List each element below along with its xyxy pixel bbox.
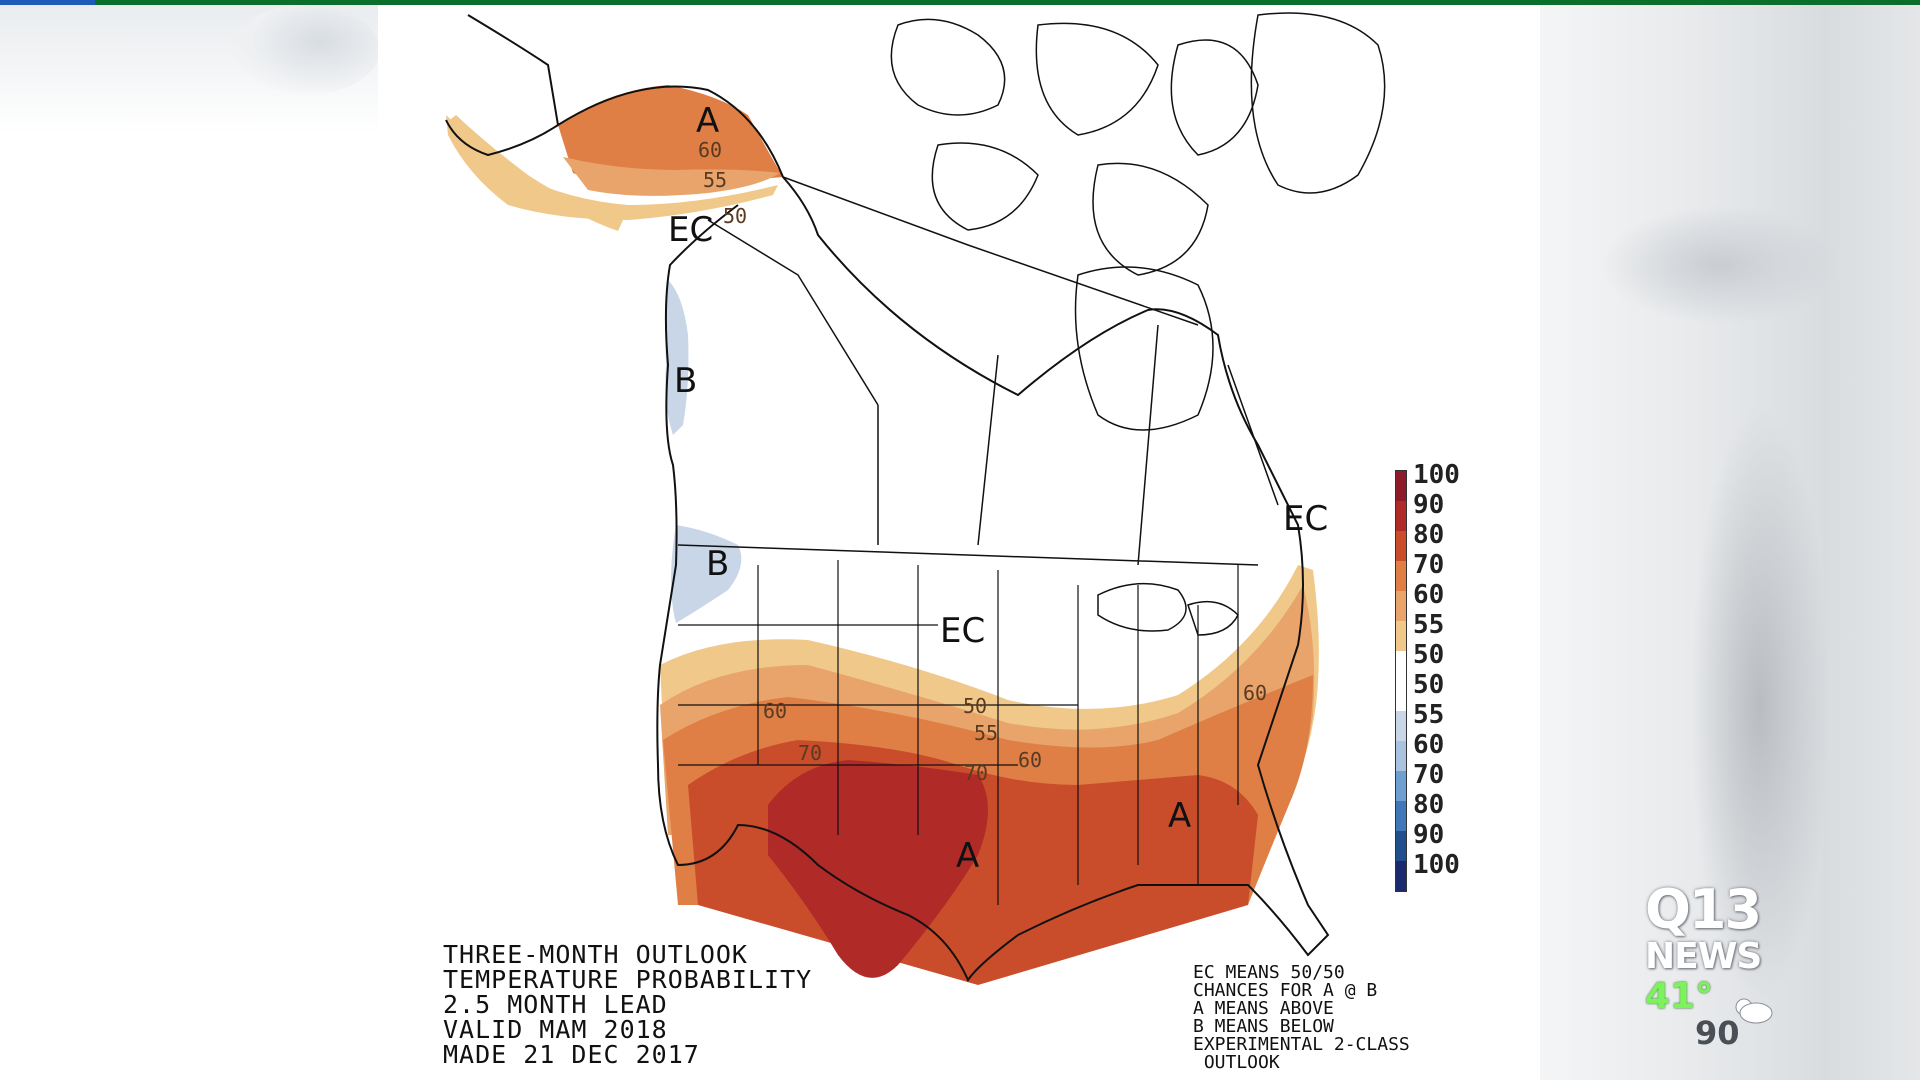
legend-label: 90	[1413, 492, 1444, 518]
contour-ak50: 50	[723, 204, 747, 228]
great-lakes	[1098, 584, 1238, 635]
legend-label: 80	[1413, 792, 1444, 818]
contour-ak60: 60	[698, 138, 722, 162]
legend-swatch	[1396, 591, 1406, 621]
legend-swatch	[1396, 801, 1406, 831]
legend-label: 100	[1413, 462, 1460, 488]
legend-label: 50	[1413, 672, 1444, 698]
legend-swatch	[1396, 771, 1406, 801]
legend-swatch	[1396, 861, 1406, 891]
legend-swatch	[1396, 621, 1406, 651]
legend-swatch	[1396, 651, 1406, 681]
caption-line-3: 2.5 MONTH LEAD	[443, 992, 812, 1017]
caption-line-2: TEMPERATURE PROBABILITY	[443, 967, 812, 992]
label-maine-ec: EC	[1283, 499, 1328, 539]
label-alaska-ec: EC	[668, 210, 713, 250]
legend-label: 55	[1413, 702, 1444, 728]
legend-swatch	[1396, 501, 1406, 531]
legend-swatch	[1396, 681, 1406, 711]
left-blurred-background	[0, 5, 378, 1080]
caption-line-4: VALID MAM 2018	[443, 1017, 812, 1042]
legend-label: 90	[1413, 822, 1444, 848]
caption-line-1: THREE-MONTH OUTLOOK	[443, 942, 812, 967]
legend-label: 80	[1413, 522, 1444, 548]
legend-label: 70	[1413, 552, 1444, 578]
blurred-smear-1	[1600, 205, 1840, 325]
legend-swatch	[1396, 561, 1406, 591]
contour-p55: 55	[974, 721, 998, 745]
legend-label: 100	[1413, 852, 1460, 878]
legend-label: 70	[1413, 762, 1444, 788]
contour-p50: 50	[963, 694, 987, 718]
legend-color-bar	[1395, 470, 1407, 892]
contour-p60: 60	[1018, 748, 1042, 772]
contour-sw70: 70	[798, 741, 822, 765]
label-or-b: B	[706, 544, 729, 584]
greenland	[1251, 13, 1384, 193]
legend-label: 50	[1413, 642, 1444, 668]
map-notes: EC MEANS 50/50 CHANCES FOR A @ B A MEANS…	[1193, 964, 1410, 1072]
legend-swatch	[1396, 531, 1406, 561]
legend-swatch	[1396, 711, 1406, 741]
hudson-bay	[1076, 267, 1214, 430]
contour-ak55: 55	[703, 168, 727, 192]
canada-borders	[678, 177, 1278, 565]
label-plains-ec: EC	[940, 611, 985, 651]
contour-sw60: 60	[763, 699, 787, 723]
logo-q13: Q13	[1645, 883, 1775, 937]
north-america-map: A EC B B EC EC A A 60 55 50 60 70 50 55 …	[378, 5, 1540, 1080]
legend-label: 60	[1413, 732, 1444, 758]
legend-swatch	[1396, 831, 1406, 861]
outlook-map: A EC B B EC EC A A 60 55 50 60 70 50 55 …	[378, 5, 1540, 1080]
partly-cloudy-icon	[1730, 995, 1774, 1029]
map-caption: THREE-MONTH OUTLOOK TEMPERATURE PROBABIL…	[443, 942, 812, 1067]
station-branding: Q13 NEWS 41° 90	[1645, 883, 1775, 1049]
label-southwest-a: A	[956, 836, 979, 876]
label-southeast-a: A	[1168, 796, 1191, 836]
notes-line-6: OUTLOOK	[1193, 1054, 1410, 1072]
label-bc-b: B	[674, 361, 697, 401]
logo-news: NEWS	[1645, 937, 1775, 977]
legend-swatch	[1396, 741, 1406, 771]
blurred-blob	[230, 5, 380, 95]
legend-label: 55	[1413, 612, 1444, 638]
contour-e60: 60	[1243, 681, 1267, 705]
bc-below	[665, 280, 688, 435]
label-alaska-a: A	[696, 101, 719, 141]
caption-line-5: MADE 21 DEC 2017	[443, 1042, 812, 1067]
contour-p70: 70	[964, 761, 988, 785]
legend-swatch	[1396, 471, 1406, 501]
legend-label: 60	[1413, 582, 1444, 608]
